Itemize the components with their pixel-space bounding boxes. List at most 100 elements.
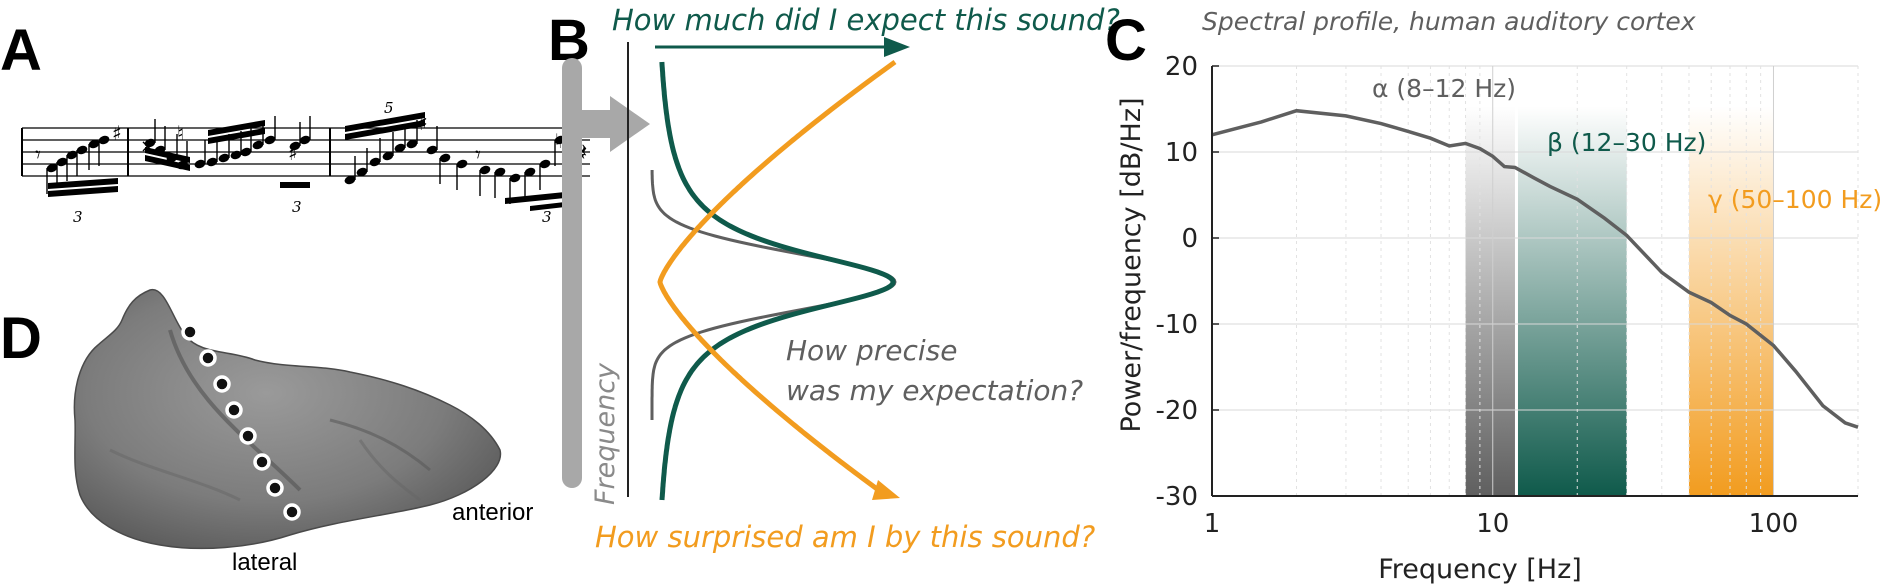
note-head — [382, 151, 394, 161]
sharp-symbol: ♯ — [418, 111, 428, 135]
x-tick-labels: 1 10 100 — [1204, 509, 1799, 539]
note-head — [230, 150, 242, 160]
electrode-contact — [225, 401, 243, 419]
y-tick-label: 0 — [1181, 224, 1198, 254]
note-head — [356, 167, 368, 177]
panel-letter-c: C — [1105, 8, 1147, 73]
brain-sulcus — [358, 439, 421, 502]
electrode-contact — [239, 427, 257, 445]
y-tick-label: -10 — [1156, 310, 1198, 340]
band-rect — [1517, 106, 1627, 496]
grid-lines — [1211, 65, 1859, 497]
x-tick-label: 1 — [1204, 509, 1221, 539]
note-head — [66, 150, 78, 160]
double-sharp-symbol: × — [140, 136, 155, 157]
note-head — [539, 159, 551, 169]
plot-axes — [1211, 65, 1858, 497]
music-staff: 𝄾 ♯ × ♮ ♯ ♯ 𝄾 ♮ 𝄽 3 3 5 3 — [21, 99, 590, 226]
electrode-contact — [266, 479, 284, 497]
band-label: β (12–30 Hz) — [1547, 128, 1706, 157]
chart-title: Spectral profile, human auditory cortex — [1202, 7, 1696, 36]
note-head — [88, 139, 100, 149]
electrode-contact — [213, 375, 231, 393]
beam — [208, 128, 265, 144]
note-head — [344, 175, 356, 185]
y-tick-label: 10 — [1165, 138, 1198, 168]
surprise-label: How surprised am I by this sound? — [595, 520, 1095, 554]
note-head — [206, 157, 218, 167]
note-head — [456, 159, 468, 169]
sharp-symbol: ♯ — [112, 121, 122, 145]
note-head — [240, 147, 252, 157]
note-head — [194, 159, 206, 169]
tuplet-number: 3 — [73, 208, 83, 226]
beam — [145, 147, 190, 163]
band-rect — [1688, 106, 1774, 496]
note-head — [494, 167, 506, 177]
electrode-contact — [181, 323, 199, 341]
y-tick-label: 20 — [1165, 52, 1198, 82]
note-head — [369, 157, 381, 167]
note-head — [439, 153, 451, 163]
frequency-bands — [1465, 106, 1774, 496]
note-head — [252, 140, 264, 150]
note-head — [406, 139, 418, 149]
note-head — [144, 138, 156, 148]
brain-sulcus — [329, 418, 431, 472]
note-head — [394, 143, 406, 153]
note-head — [479, 165, 491, 175]
beam — [345, 112, 425, 132]
electrode-contacts — [181, 323, 301, 521]
brain-surface — [73, 289, 502, 550]
note-head — [299, 135, 311, 145]
panel-letter-a: A — [0, 18, 42, 83]
surprise-arrow-head — [872, 480, 900, 500]
note-head — [426, 145, 438, 155]
beam — [145, 155, 190, 171]
x-tick-label: 100 — [1749, 509, 1799, 539]
x-tick-label: 10 — [1476, 509, 1509, 539]
staff-lines — [22, 127, 590, 177]
rest-symbol: 𝄽 — [580, 138, 587, 166]
note-head — [98, 135, 110, 145]
x-axis-label: Frequency [Hz] — [1378, 554, 1582, 585]
rest-symbol: 𝄾 — [35, 143, 41, 168]
note-head — [46, 163, 58, 173]
beam — [208, 120, 265, 136]
tuplet-number: 5 — [384, 99, 394, 117]
label-lateral: lateral — [232, 549, 297, 576]
y-tick-label: -20 — [1156, 396, 1198, 426]
beam — [48, 186, 118, 197]
note-head — [56, 157, 68, 167]
precision-label-line2: was my expectation? — [786, 374, 1083, 407]
note-head — [509, 173, 521, 183]
tuplet-number: 3 — [542, 208, 552, 226]
y-tick-label: -30 — [1156, 482, 1198, 512]
spectral-plot: α (8–12 Hz) β (12–30 Hz)γ (50–100 Hz) 20 1… — [1156, 52, 1883, 539]
surprise-curve — [657, 59, 897, 495]
note-heads — [46, 135, 566, 185]
precision-label-line1: How precise — [786, 334, 958, 367]
beam — [530, 202, 565, 211]
beam — [48, 178, 118, 189]
note-head — [218, 153, 230, 163]
expectation-curve — [659, 61, 896, 501]
note-head — [289, 141, 301, 151]
frequency-bar — [562, 58, 582, 488]
rest-symbol: 𝄾 — [475, 143, 481, 168]
beam — [505, 192, 565, 204]
brain-sulcus — [109, 448, 241, 502]
band-labels: α (8–12 Hz) β (12–30 Hz)γ (50–100 Hz) — [1372, 74, 1882, 214]
expectation-label: How much did I expect this sound? — [612, 3, 1120, 37]
y-axis-label: Power/frequency [dB/Hz] — [1116, 97, 1147, 432]
label-anterior: anterior — [452, 499, 533, 526]
brain-sulcus — [168, 329, 302, 492]
beam — [345, 120, 425, 140]
electrode-contact — [283, 503, 301, 521]
expectation-arrow-head — [884, 37, 910, 57]
electrode-contact — [253, 453, 271, 471]
tuplet-number: 3 — [292, 198, 302, 216]
note-head — [524, 167, 536, 177]
note-head — [264, 135, 276, 145]
